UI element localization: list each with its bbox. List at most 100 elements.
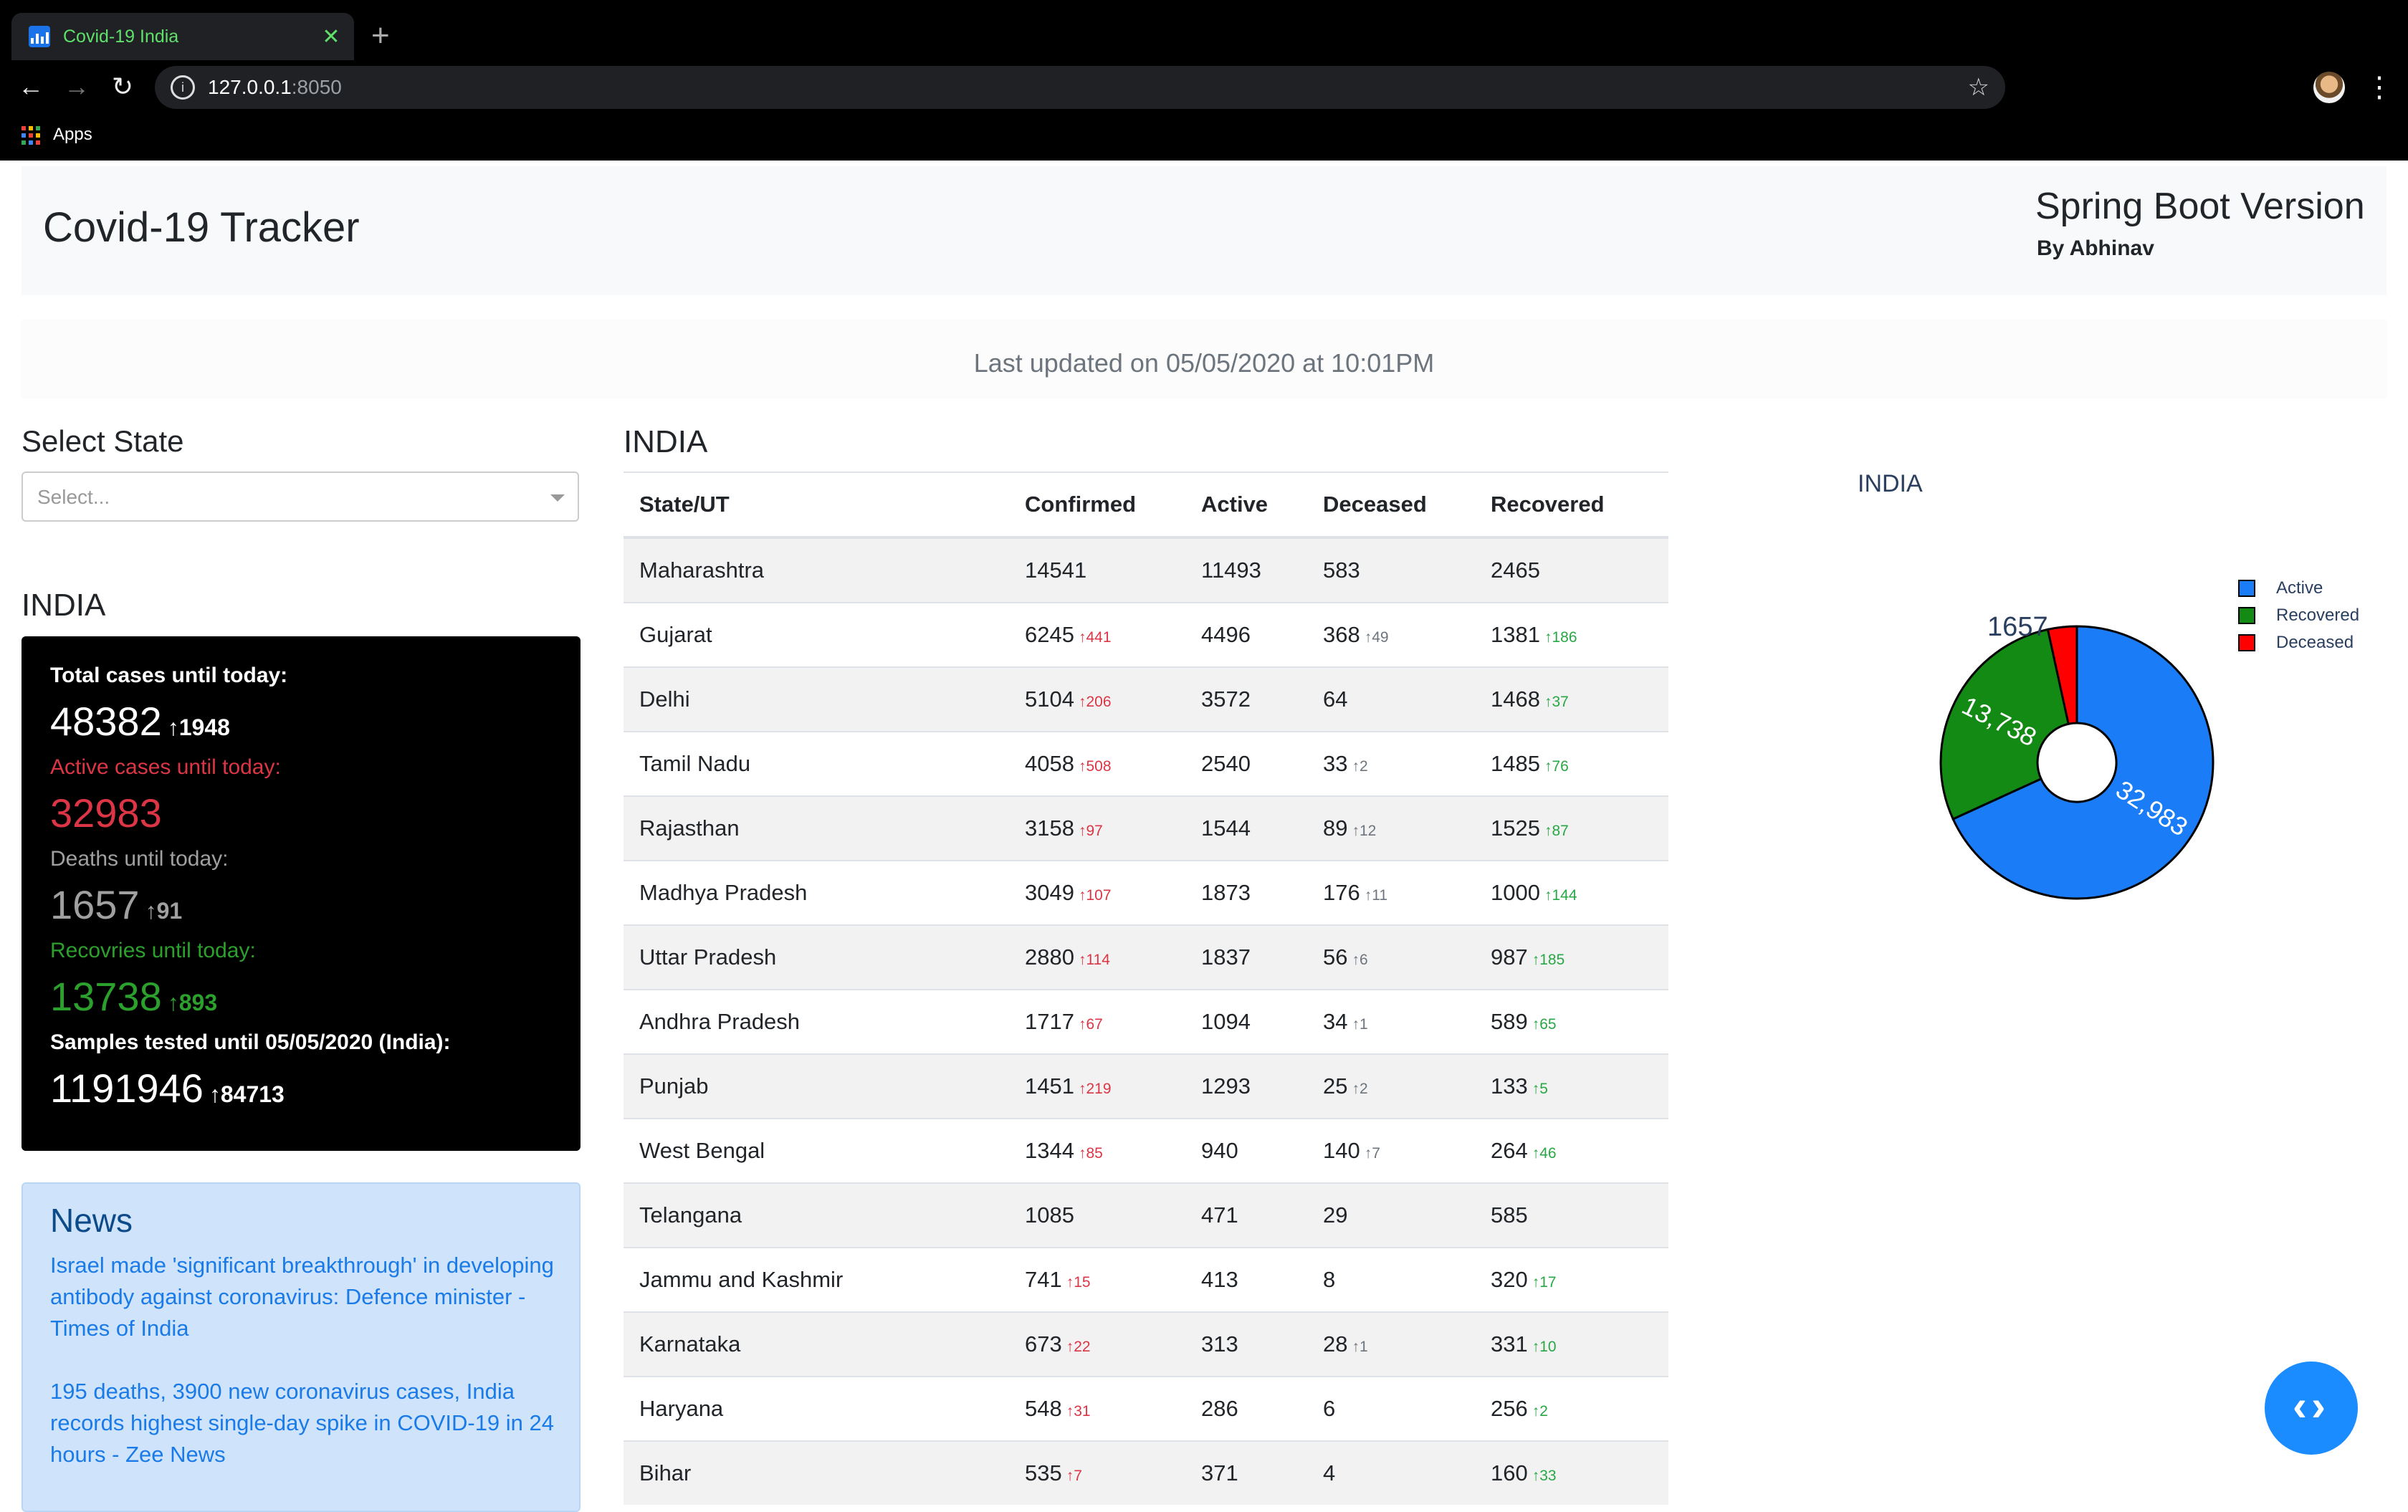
samples-label: Samples tested until 05/05/2020 (India): [50,1030,451,1054]
cell-value: 535 [1025,1460,1062,1485]
cell-value: 4 [1323,1460,1336,1485]
table-cell: 1085 [1025,1182,1201,1248]
cell-value: 987 [1491,944,1528,970]
table-row: Maharashtra 14541 11493 583 2465 [624,537,1668,603]
news-link[interactable]: 195 deaths, 3900 new coronavirus cases, … [50,1379,555,1467]
cell-value: Punjab [639,1073,709,1099]
cell-value: 1293 [1201,1073,1251,1099]
cell-value: 1525 [1491,815,1540,841]
legend-swatch [2238,607,2255,624]
chart-title: INDIA [1858,470,1923,497]
table-cell: 313 [1201,1311,1323,1377]
column-header: Deceased [1323,473,1491,539]
cell-value: 64 [1323,686,1348,712]
table-cell: 1094 [1201,989,1323,1054]
caret-down-icon[interactable] [550,494,565,502]
select-state-label: Select State [22,424,184,458]
last-updated-bar: Last updated on 05/05/2020 at 10:01PM [22,320,2386,398]
cell-value: 264 [1491,1138,1528,1163]
table-row: Telangana 1085 471 29 585 [624,1182,1668,1248]
close-icon[interactable]: ✕ [322,24,340,49]
summary-heading: INDIA [22,588,106,623]
reload-icon[interactable]: ↻ [111,72,134,101]
cell-delta: ↑33 [1532,1468,1557,1484]
table-row: Tamil Nadu 4058 ↑508 2540 33 ↑2 1485 ↑76 [624,731,1668,796]
cell-value: 4058 [1025,751,1074,776]
table-cell: 1451 ↑219 [1025,1053,1201,1119]
kebab-menu-icon[interactable]: ⋮ [2365,72,2394,103]
table-cell: 264 ↑46 [1491,1118,1668,1183]
table-row: Uttar Pradesh 2880 ↑114 1837 56 ↑6 987 ↑185 [624,924,1668,990]
bookmark-apps[interactable]: Apps [53,125,92,144]
table-cell: 4058 ↑508 [1025,731,1201,796]
cell-delta: ↑185 [1532,952,1565,968]
cell-delta: ↑2 [1352,1081,1368,1097]
deaths-delta: ↑91 [145,898,183,924]
table-cell: 3158 ↑97 [1025,795,1201,861]
cell-value: 940 [1201,1138,1238,1163]
cell-value: 286 [1201,1396,1238,1421]
cell-value: 14541 [1025,558,1087,583]
cell-value: 368 [1323,622,1360,647]
avatar[interactable] [2313,72,2345,103]
table-heading: INDIA [624,424,708,459]
cell-value: 11493 [1201,558,1261,583]
cell-value: 548 [1025,1396,1062,1421]
donut-chart-svg: INDIA32,98313,7381657ActiveRecoveredDece… [1858,470,2359,900]
table-cell: 1381 ↑186 [1491,602,1668,667]
table-cell: Madhya Pradesh [624,860,1025,925]
apps-grid-icon[interactable] [22,126,40,145]
table-cell: 140 ↑7 [1323,1118,1491,1183]
cell-delta: ↑49 [1364,629,1389,646]
select-placeholder: Select... [37,486,110,508]
slice-label-outside: 1657 [1987,612,2048,642]
table-cell: 1525 ↑87 [1491,795,1668,861]
plus-icon[interactable]: + [371,18,390,53]
table-cell: 331 ↑10 [1491,1311,1668,1377]
table-row: Punjab 1451 ↑219 1293 25 ↑2 133 ↑5 [624,1053,1668,1119]
table-cell: 1544 [1201,795,1323,861]
table-cell: 34 ↑1 [1323,989,1491,1054]
cell-value: Madhya Pradesh [639,880,808,905]
column-header: Recovered [1491,473,1668,539]
cell-delta: ↑508 [1078,758,1112,775]
cell-value: Rajasthan [639,815,740,841]
table-cell: 1873 [1201,860,1323,925]
info-icon[interactable]: i [171,75,195,100]
address-bar[interactable]: i 127.0.0.1:8050 ☆ [155,66,2005,109]
cell-value: 160 [1491,1460,1528,1485]
table-cell: 1344 ↑85 [1025,1118,1201,1183]
table-cell: 1717 ↑67 [1025,989,1201,1054]
cell-value: 3049 [1025,880,1074,905]
cell-delta: ↑12 [1352,823,1377,839]
table-cell: 987 ↑185 [1491,924,1668,990]
cell-value: 1544 [1201,815,1251,841]
cell-value: 1717 [1025,1009,1074,1034]
state-select-dropdown[interactable]: Select... [22,472,579,522]
table-cell: 33 ↑2 [1323,731,1491,796]
table-cell: 1485 ↑76 [1491,731,1668,796]
table-cell: Rajasthan [624,795,1025,861]
total-cases-value-row: 48382 ↑1948 [50,698,230,745]
news-link[interactable]: Israel made 'significant breakthrough' i… [50,1253,554,1341]
column-header: Confirmed [1025,473,1201,539]
table-cell: Tamil Nadu [624,731,1025,796]
cell-value: 89 [1323,815,1348,841]
cell-value: 29 [1323,1202,1348,1228]
browser-tab[interactable]: Covid-19 India ✕ [11,13,354,60]
code-icon[interactable]: ‹› [2265,1362,2358,1455]
cell-delta: ↑114 [1078,952,1110,968]
cell-delta: ↑2 [1532,1403,1548,1420]
cell-value: Bihar [639,1460,692,1485]
cell-delta: ↑22 [1066,1339,1091,1355]
bookmark-star-icon[interactable]: ☆ [1967,74,1989,101]
cell-delta: ↑31 [1066,1403,1091,1420]
table-cell: 589 ↑65 [1491,989,1668,1054]
legend-swatch [2238,634,2255,651]
back-arrow-icon[interactable]: ← [18,72,44,101]
states-table: State/UT Confirmed Active Deceased Recov… [624,472,1668,1505]
cell-value: 1000 [1491,880,1540,905]
cell-delta: ↑10 [1532,1339,1557,1355]
forward-arrow-icon[interactable]: → [64,72,90,101]
table-cell: 1468 ↑37 [1491,666,1668,732]
